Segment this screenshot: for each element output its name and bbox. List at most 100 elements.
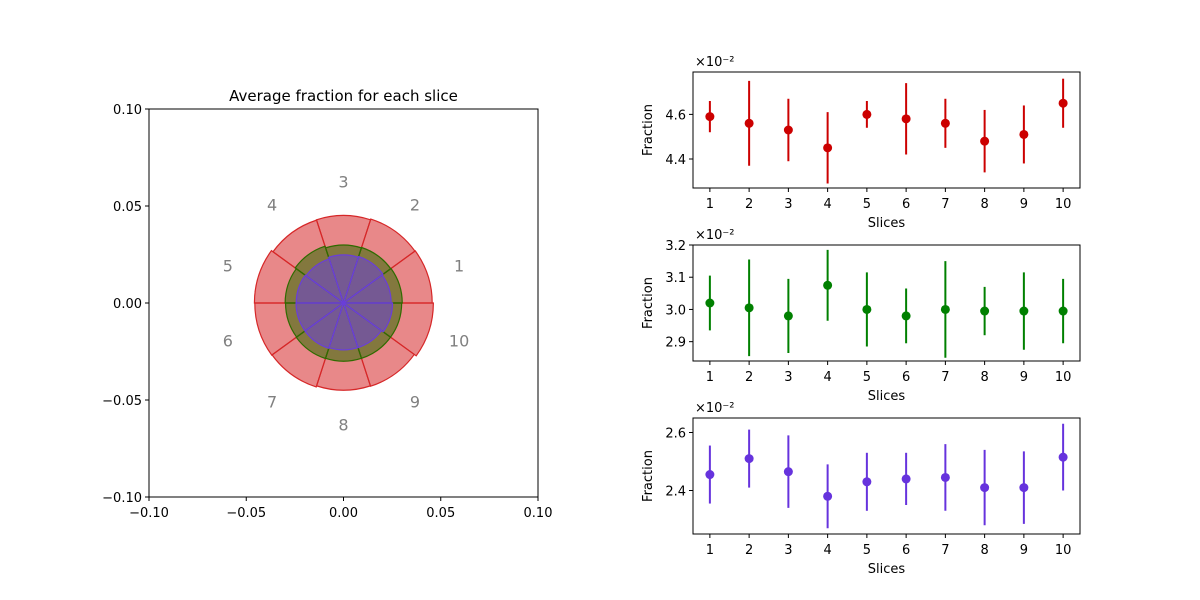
y-tick-label: −0.05	[102, 394, 142, 409]
x-tick-label: 2	[745, 370, 753, 385]
x-tick-label: 6	[902, 543, 910, 558]
x-tick-label: 10	[1055, 370, 1072, 385]
data-point	[940, 118, 950, 128]
data-point	[901, 114, 911, 124]
data-point	[705, 470, 715, 480]
slice-panel-title: Average fraction for each slice	[229, 87, 458, 105]
x-tick-label: 7	[941, 543, 949, 558]
data-point	[744, 454, 754, 464]
x-tick-label: 4	[823, 370, 831, 385]
data-point	[980, 306, 990, 316]
x-tick-label: 3	[784, 197, 792, 212]
data-point	[1019, 483, 1029, 493]
x-tick-label: 4	[823, 197, 831, 212]
x-tick-label: 8	[980, 543, 988, 558]
data-point	[783, 467, 793, 477]
axes-frame	[692, 417, 1081, 535]
x-tick-label: 3	[784, 370, 792, 385]
x-axis-label: Slices	[868, 389, 906, 404]
x-tick-label: 7	[941, 197, 949, 212]
slice-panel: Average fraction for each slice 1 2 3 4 5 6 7 8 9…	[102, 87, 552, 521]
y-tick-label: 4.6	[665, 108, 686, 123]
x-tick-label: 1	[706, 197, 714, 212]
fraction-panel-1: ×10⁻² 1 2 3 4 5 6 7 8 9 10 4.4 4.6 Slices Fraction	[641, 55, 1081, 231]
y-axis-label: Fraction	[641, 277, 656, 329]
x-tick-label: 0.00	[329, 506, 358, 521]
x-axis-label: Slices	[868, 216, 906, 231]
x-tick-label: 10	[1055, 197, 1072, 212]
slice-layer	[295, 254, 394, 351]
slice-number-label: 9	[410, 392, 420, 411]
slice-number-label: 5	[223, 256, 233, 275]
y-tick-label: 2.9	[665, 336, 686, 351]
x-tick-label: 0.10	[524, 506, 553, 521]
x-axis-label: Slices	[868, 562, 906, 577]
x-tick-label: 5	[863, 370, 871, 385]
slice-wedge	[341, 302, 394, 333]
data-point	[862, 477, 872, 487]
x-tick-label: 8	[980, 370, 988, 385]
slice-number-label: 10	[449, 332, 469, 351]
slice-wedge	[304, 301, 345, 350]
y-tick-label: 3.0	[665, 303, 686, 318]
data-point	[823, 491, 833, 501]
data-point	[1058, 452, 1068, 462]
slice-wedge	[342, 255, 384, 305]
data-point	[862, 304, 872, 314]
axes-frame	[692, 71, 1081, 189]
x-tick-label: 5	[863, 197, 871, 212]
data-point	[744, 118, 754, 128]
x-tick-label: 9	[1020, 197, 1028, 212]
y-tick-label: −0.10	[102, 491, 142, 506]
data-point	[940, 304, 950, 314]
slice-number-label: 6	[223, 332, 233, 351]
axes-frame	[692, 244, 1081, 362]
y-tick-label: 0.00	[113, 297, 142, 312]
data-point	[823, 143, 833, 153]
data-point	[783, 125, 793, 135]
data-point	[980, 483, 990, 493]
x-tick-label: 6	[902, 197, 910, 212]
slice-number-label: 7	[267, 392, 277, 411]
slice-number-label: 1	[454, 256, 464, 275]
data-point	[862, 109, 872, 119]
y-tick-label: 3.2	[665, 239, 686, 254]
data-point	[1019, 129, 1029, 139]
data-point	[744, 303, 754, 313]
data-point	[940, 472, 950, 482]
fraction-panel-3: ×10⁻² 1 2 3 4 5 6 7 8 9 10 2.4 2.6 Slices Fraction	[641, 401, 1081, 577]
slice-number-label: 2	[410, 196, 420, 215]
x-tick-label: −0.05	[226, 506, 266, 521]
y-tick-label: 0.05	[113, 200, 142, 215]
y-tick-label: 4.4	[665, 153, 686, 168]
slice-number-label: 8	[338, 416, 348, 435]
slice-number-label: 4	[267, 196, 277, 215]
x-tick-label: 10	[1055, 543, 1072, 558]
fraction-panel-2: ×10⁻² 1 2 3 4 5 6 7 8 9 10 2.9 3.0 3.1 3.2 Slices Fracti…	[641, 228, 1081, 404]
axis-scale-label: ×10⁻²	[695, 228, 735, 243]
x-tick-label: 3	[784, 543, 792, 558]
data-point	[980, 136, 990, 146]
x-tick-label: 0.05	[426, 506, 455, 521]
slice-wedge	[327, 254, 360, 305]
data-point	[1058, 306, 1068, 316]
data-point	[823, 280, 833, 290]
y-tick-label: 0.10	[113, 103, 142, 118]
data-point	[1058, 98, 1068, 108]
data-point	[901, 474, 911, 484]
x-tick-label: 9	[1020, 543, 1028, 558]
y-axis-label: Fraction	[641, 104, 656, 156]
data-point	[705, 112, 715, 122]
x-tick-label: 9	[1020, 370, 1028, 385]
x-tick-label: 8	[980, 197, 988, 212]
data-point	[783, 311, 793, 321]
x-tick-label: 2	[745, 197, 753, 212]
data-point	[705, 298, 715, 308]
x-tick-label: 5	[863, 543, 871, 558]
axis-scale-label: ×10⁻²	[695, 401, 735, 416]
data-point	[901, 311, 911, 321]
x-tick-label: 6	[902, 370, 910, 385]
x-tick-label: 1	[706, 370, 714, 385]
x-tick-label: 4	[823, 543, 831, 558]
